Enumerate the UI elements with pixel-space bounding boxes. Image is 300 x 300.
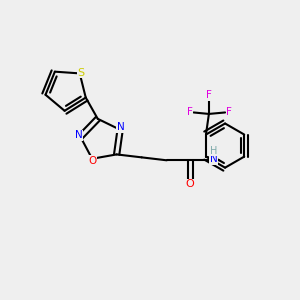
Text: N: N [117,122,124,132]
Text: F: F [206,90,212,100]
Text: N: N [75,130,83,140]
Text: H: H [210,146,218,156]
Text: F: F [226,107,232,118]
Text: S: S [78,68,85,78]
Text: O: O [88,156,96,166]
Text: O: O [186,179,194,190]
Text: N: N [210,154,218,164]
Text: F: F [187,107,192,118]
